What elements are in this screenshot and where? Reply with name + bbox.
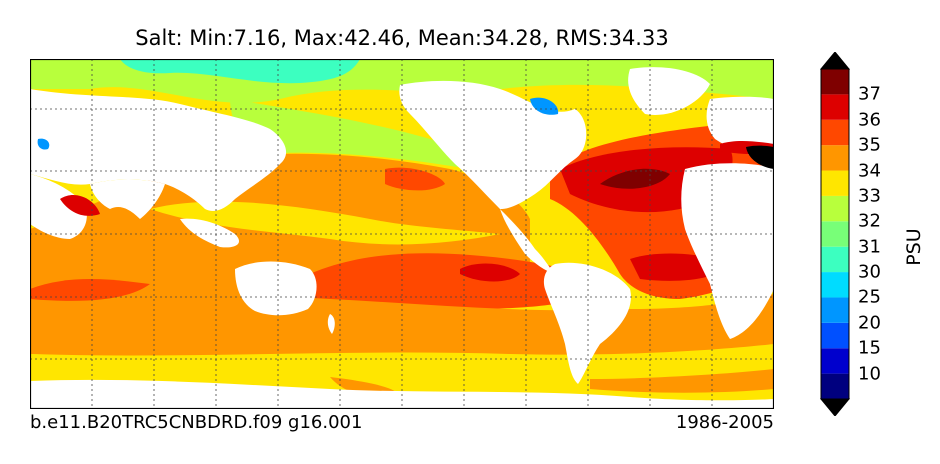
- colorbar-tick-label: 30: [858, 261, 881, 283]
- pacific-equator-33: [150, 201, 500, 245]
- colorbar-label: PSU: [903, 228, 925, 266]
- colorbar-top-arrow: [819, 52, 851, 70]
- land-north-america: [399, 80, 587, 210]
- colorbar-tick-label: 32: [858, 210, 881, 232]
- graticule: [30, 59, 774, 409]
- land-africa-west: [30, 174, 87, 239]
- colorbar-segment: [821, 69, 849, 95]
- colorbar-segment: [821, 195, 849, 222]
- run-id-caption: b.e11.B20TRC5CNBDRD.f09 g16.001: [30, 412, 363, 433]
- baltic-sea: [530, 97, 559, 115]
- south-pacific-band-36: [460, 263, 520, 282]
- arctic-band-31: [120, 59, 360, 84]
- hudson-bay: [37, 138, 50, 150]
- colorbar-segment: [821, 373, 849, 399]
- colorbar-tick-label: 31: [858, 236, 881, 258]
- indian-band-35: [30, 279, 150, 301]
- colorbar-segment: [821, 348, 849, 374]
- land-indonesia: [180, 218, 240, 248]
- salinity-map: [30, 59, 774, 409]
- colorbar-segment: [821, 119, 849, 146]
- colorbar-segment: [821, 170, 849, 196]
- colorbar-tick-label: 35: [858, 134, 881, 156]
- colorbar-tick-label: 15: [858, 337, 881, 359]
- black-strip: [746, 145, 774, 169]
- colorbar-tick-label: 34: [858, 160, 881, 182]
- antarctic-band-34b: [590, 369, 774, 393]
- red-sea: [60, 194, 100, 216]
- colorbar-tick-label: 33: [858, 185, 881, 207]
- colorbar-segment: [821, 145, 849, 171]
- colorbar-segment: [821, 221, 849, 247]
- land-australia: [235, 261, 317, 316]
- colorbar-segment: [821, 246, 849, 273]
- colorbar-tick-label: 36: [858, 109, 881, 131]
- land-eurasia: [30, 89, 287, 211]
- colorbar-segment: [821, 297, 849, 323]
- land-india-region: [90, 179, 165, 219]
- colorbar-segment: [821, 322, 849, 349]
- land-south-america: [543, 262, 631, 384]
- colorbar: [819, 52, 851, 416]
- atlantic-band-37: [600, 168, 670, 189]
- north-pacific-band-32: [230, 99, 470, 169]
- land-greenland: [628, 67, 710, 115]
- colorbar-tick-label: 25: [858, 286, 881, 308]
- land-central-america: [500, 209, 555, 274]
- land-new-zealand: [327, 314, 335, 334]
- land-africa: [681, 163, 774, 339]
- period-caption: 1986-2005: [675, 412, 774, 433]
- colorbar-tick-label: 37: [858, 83, 881, 105]
- colorbar-tick-label: 10: [858, 363, 881, 385]
- colorbar-segment: [821, 272, 849, 298]
- pacific-band-35-north: [385, 167, 445, 191]
- colorbar-bottom-arrow: [819, 398, 851, 416]
- colorbar-segment: [821, 94, 849, 120]
- colorbar-tick-label: 20: [858, 312, 881, 334]
- map-title: Salt: Min:7.16, Max:42.46, Mean:34.28, R…: [135, 26, 669, 50]
